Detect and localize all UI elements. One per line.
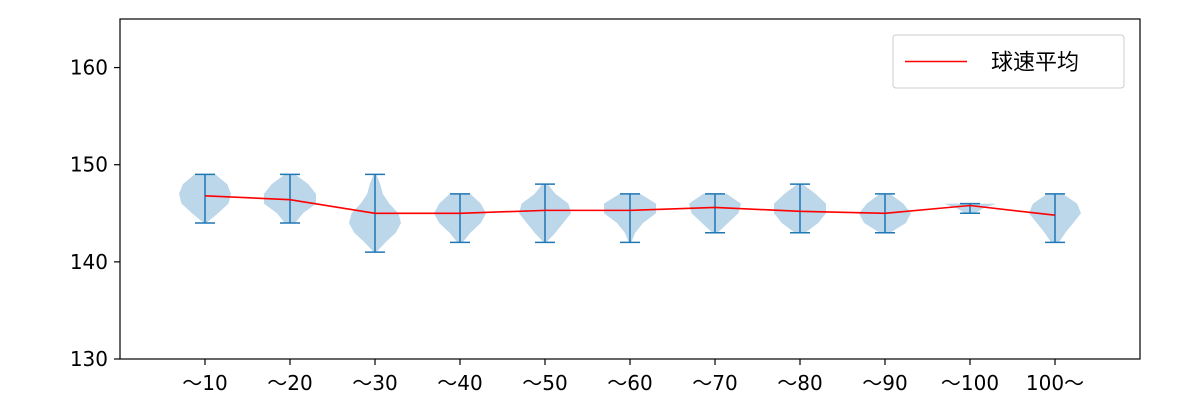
legend-box xyxy=(892,34,1125,89)
x-tick-label: ～30 xyxy=(352,371,397,395)
legend: 球速平均 xyxy=(892,34,1125,89)
x-tick-label: ～90 xyxy=(862,371,907,395)
x-tick-label: ～100 xyxy=(941,371,999,395)
legend-label-mean: 球速平均 xyxy=(991,51,1079,76)
x-tick-label: ～50 xyxy=(522,371,567,395)
series-layer xyxy=(204,195,1056,217)
x-tick-label: ～10 xyxy=(182,371,227,395)
x-axis: ～10 ～20 ～30 ～40 ～50 ～60 ～70 ～80 ～90 ～100 100～ xyxy=(182,359,1084,395)
y-axis: 130 140 150 160 xyxy=(70,56,120,371)
y-tick-label: 150 xyxy=(70,153,108,177)
series-line-mean xyxy=(204,195,1056,217)
y-tick-label: 130 xyxy=(70,347,108,371)
y-tick-label: 160 xyxy=(70,56,108,80)
x-tick-label: ～20 xyxy=(267,371,312,395)
x-tick-label: ～70 xyxy=(692,371,737,395)
x-tick-label: ～40 xyxy=(437,371,482,395)
x-tick-label: ～60 xyxy=(607,371,652,395)
x-tick-label: ～80 xyxy=(777,371,822,395)
x-tick-label: 100～ xyxy=(1026,371,1084,395)
y-tick-label: 140 xyxy=(70,250,108,274)
